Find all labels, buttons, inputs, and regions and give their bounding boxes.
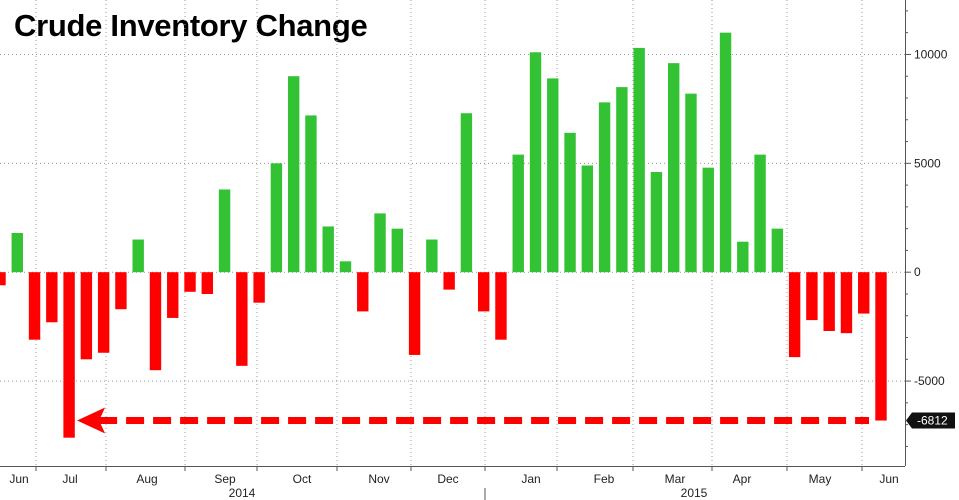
bar bbox=[270, 163, 283, 273]
last-value-badge bbox=[906, 412, 955, 429]
bar bbox=[46, 272, 58, 323]
bar bbox=[236, 272, 248, 366]
bar bbox=[218, 189, 231, 273]
bar bbox=[408, 272, 421, 355]
bar bbox=[668, 63, 680, 273]
bar bbox=[339, 261, 352, 273]
x-tick-label: Aug bbox=[136, 472, 157, 486]
x-tick-label: Nov bbox=[368, 472, 389, 486]
bar bbox=[28, 272, 41, 340]
bar bbox=[477, 272, 490, 312]
x-tick-label: Jun bbox=[9, 472, 28, 486]
bar bbox=[374, 213, 386, 273]
bar bbox=[495, 272, 507, 340]
bar bbox=[547, 78, 559, 273]
bar bbox=[460, 113, 473, 273]
bar bbox=[97, 272, 110, 353]
bar bbox=[650, 172, 663, 273]
x-tick-label: May bbox=[809, 472, 832, 486]
bar bbox=[426, 239, 438, 273]
bar bbox=[253, 272, 265, 303]
x-tick-label: Oct bbox=[293, 472, 312, 486]
x-tick-label: Mar bbox=[665, 472, 686, 486]
bar bbox=[581, 165, 594, 273]
bar bbox=[115, 272, 127, 310]
bar bbox=[685, 93, 697, 273]
bar bbox=[184, 272, 196, 292]
x-tick-label: Apr bbox=[733, 472, 752, 486]
bar bbox=[287, 76, 300, 273]
bar bbox=[754, 154, 766, 273]
last-value-label: -6812 bbox=[917, 414, 948, 428]
chart-title: Crude Inventory Change bbox=[14, 8, 368, 43]
bar bbox=[63, 272, 75, 438]
bars bbox=[0, 32, 887, 438]
x-tick-label: Feb bbox=[594, 472, 615, 486]
bar bbox=[598, 102, 611, 273]
bar bbox=[322, 226, 334, 273]
bar bbox=[357, 272, 369, 312]
y-tick-label: 10000 bbox=[914, 47, 948, 61]
bar bbox=[132, 239, 144, 273]
arrow-annotation bbox=[77, 276, 884, 434]
grid bbox=[0, 0, 905, 466]
x-tick-label: Jun bbox=[879, 472, 898, 486]
bar bbox=[806, 272, 818, 321]
x-tick-label: Dec bbox=[437, 472, 458, 486]
bar bbox=[201, 272, 213, 294]
y-tick-label: -5000 bbox=[914, 374, 945, 388]
bar bbox=[719, 32, 732, 273]
y-tick-label: 5000 bbox=[914, 156, 941, 170]
bar bbox=[80, 272, 93, 360]
bar bbox=[149, 272, 162, 371]
bar bbox=[823, 272, 835, 331]
bar bbox=[858, 272, 870, 314]
bar bbox=[788, 272, 801, 358]
bar bbox=[512, 154, 524, 273]
year-label: 2015 bbox=[681, 486, 708, 500]
x-tick-label: Jan bbox=[521, 472, 540, 486]
bar bbox=[167, 272, 179, 318]
bar bbox=[771, 228, 784, 273]
bar bbox=[443, 272, 455, 290]
bar bbox=[391, 228, 404, 273]
bar bbox=[616, 87, 628, 273]
x-tick-label: Sep bbox=[214, 472, 236, 486]
bar bbox=[0, 272, 6, 286]
bar bbox=[702, 167, 714, 273]
bar bbox=[564, 132, 576, 273]
bar bbox=[840, 272, 853, 334]
y-tick-label: 0 bbox=[914, 265, 921, 279]
bar bbox=[633, 47, 645, 273]
bar bbox=[529, 52, 542, 273]
bar bbox=[305, 115, 317, 273]
bar bbox=[737, 241, 749, 273]
bar bbox=[11, 233, 23, 273]
year-label: 2014 bbox=[229, 486, 256, 500]
arrow-head bbox=[77, 407, 106, 434]
x-tick-label: Jul bbox=[62, 472, 77, 486]
